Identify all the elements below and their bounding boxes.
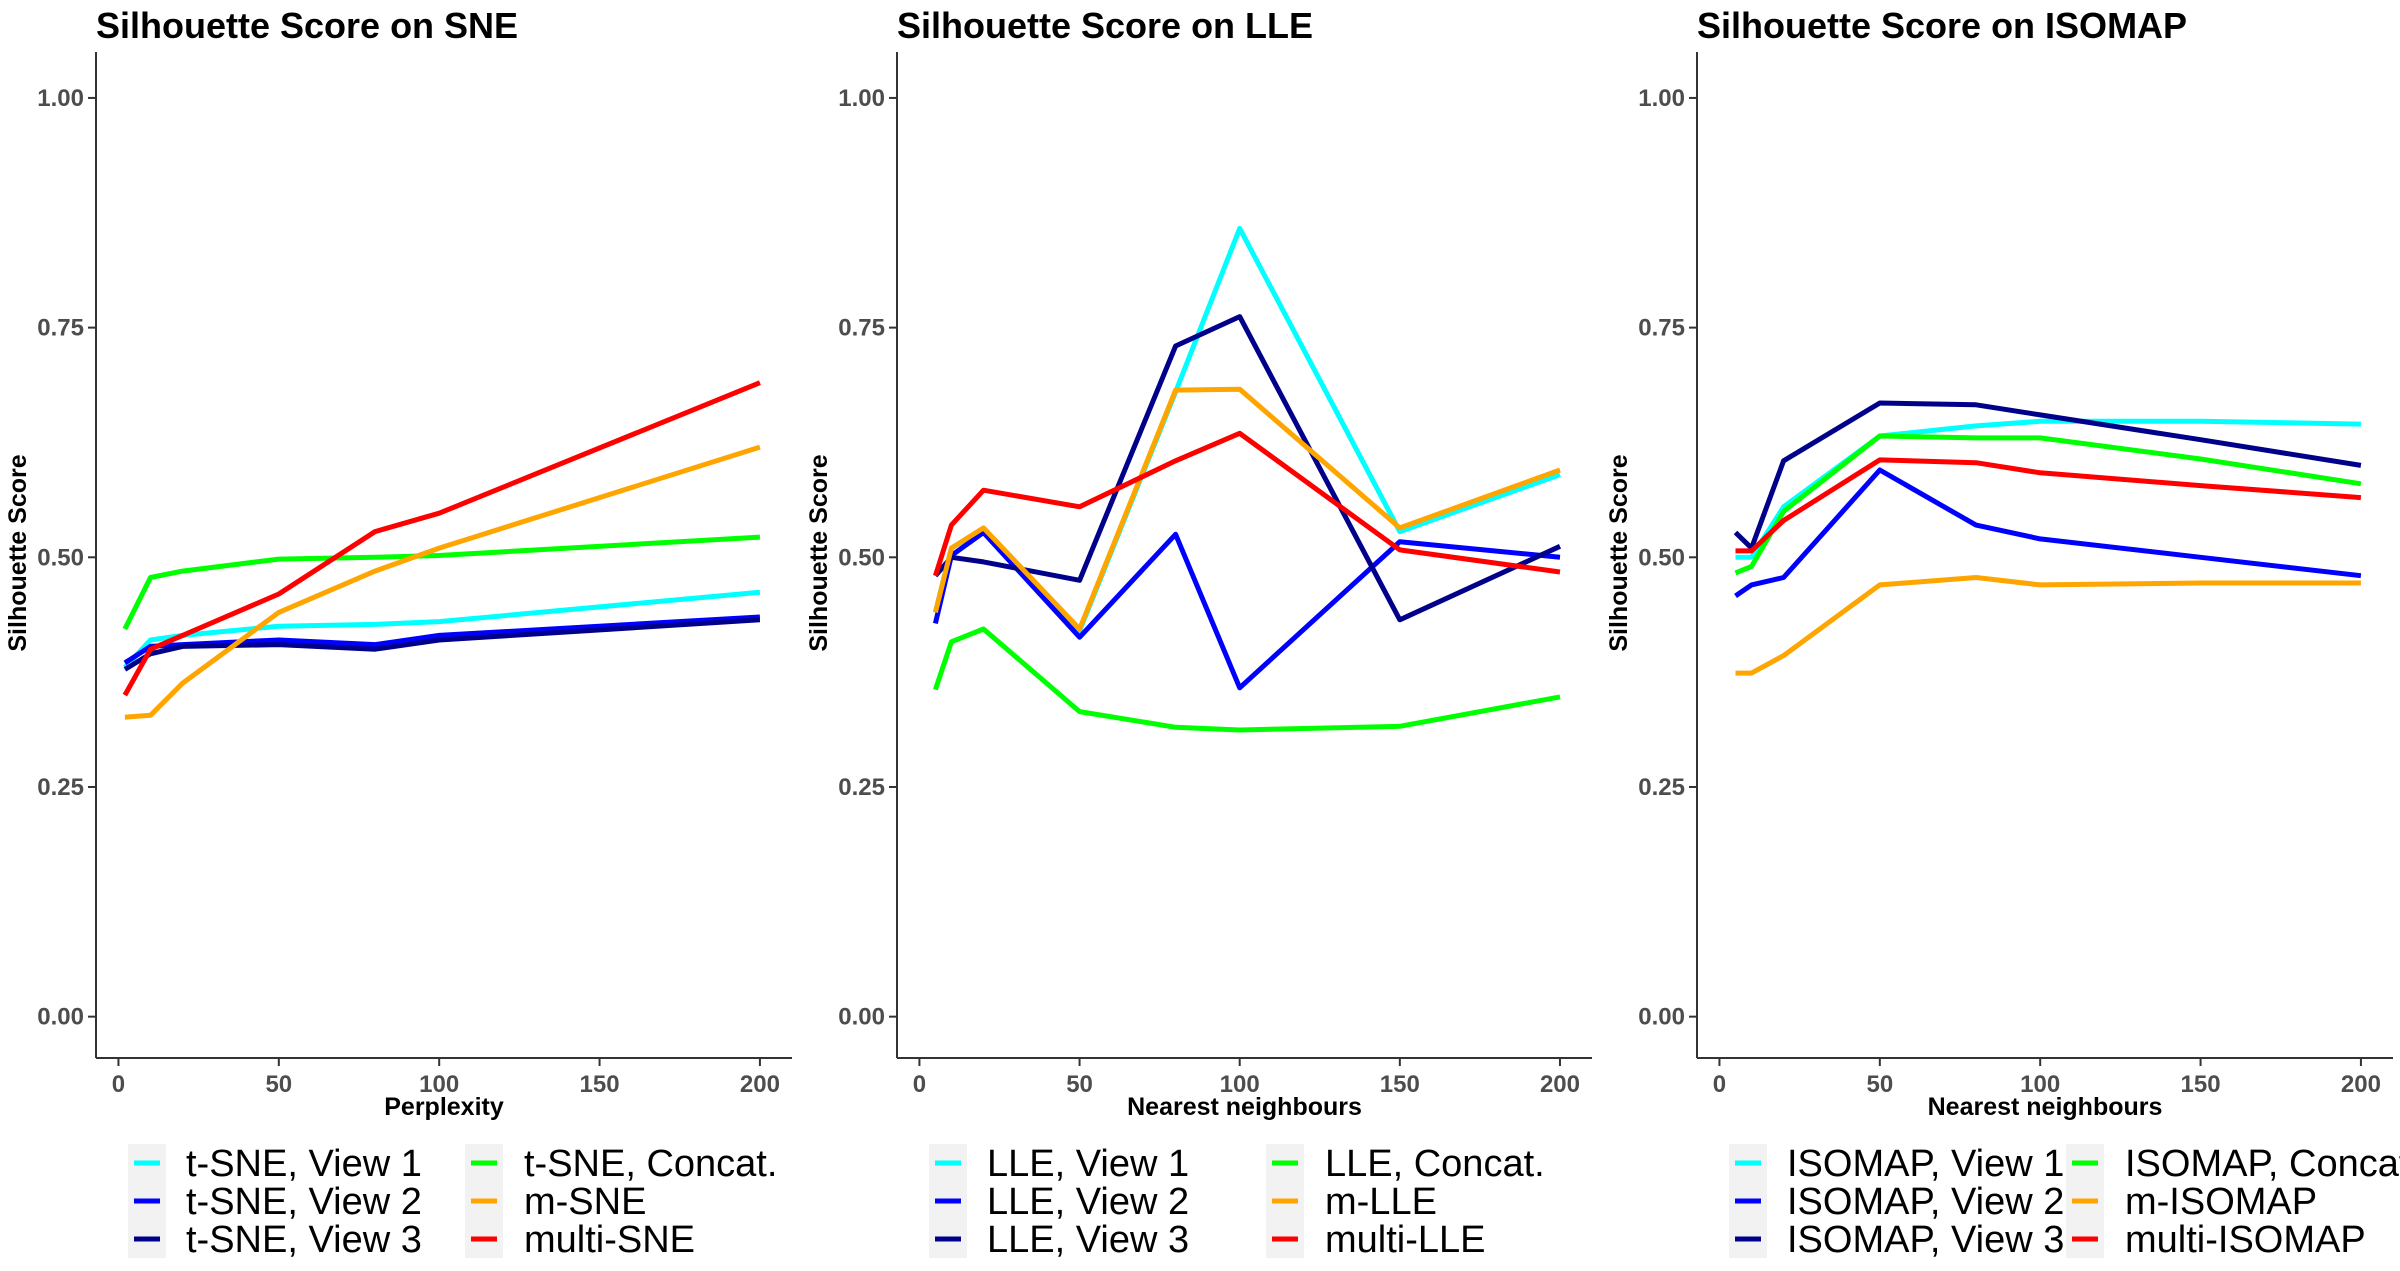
y-tick-label: 1.00 xyxy=(37,85,84,112)
y-tick-label: 0.25 xyxy=(1638,774,1685,801)
series-line-5 xyxy=(932,386,1561,632)
y-tick-label: 0.25 xyxy=(37,774,84,801)
series-line-5 xyxy=(1735,575,2361,676)
x-tick-label: 100 xyxy=(2020,1071,2060,1098)
x-axis-label: Nearest neighbours xyxy=(1928,1093,2163,1121)
y-tick-label: 0.75 xyxy=(838,315,885,342)
series-line-2 xyxy=(932,530,1561,691)
y-tick-label: 0.00 xyxy=(1638,1004,1685,1031)
legend-label: ISOMAP, View 2 xyxy=(1787,1181,2064,1223)
y-tick-label: 0.00 xyxy=(37,1004,84,1031)
y-tick-label: 0.50 xyxy=(37,544,84,571)
legend-label: multi-SNE xyxy=(524,1219,695,1261)
series-line-3 xyxy=(933,314,1562,623)
x-tick-label: 100 xyxy=(1220,1071,1260,1098)
series-line-5 xyxy=(124,444,761,720)
legend-label: m-SNE xyxy=(524,1181,646,1223)
x-axis-label: Nearest neighbours xyxy=(1127,1093,1362,1121)
y-tick-label: 0.50 xyxy=(1638,544,1685,571)
x-tick-label: 50 xyxy=(1866,1071,1893,1098)
series-line-3 xyxy=(123,617,761,672)
legend-label: ISOMAP, Concat. xyxy=(2125,1143,2400,1185)
y-axis-label: Silhouette Score xyxy=(1605,454,1633,651)
x-tick-label: 200 xyxy=(740,1071,780,1098)
y-axis-label: Silhouette Score xyxy=(805,454,833,651)
chart-title: Silhouette Score on LLE xyxy=(897,5,1313,46)
y-tick-label: 0.00 xyxy=(838,1004,885,1031)
legend-label: ISOMAP, View 1 xyxy=(1787,1143,2064,1185)
x-tick-label: 50 xyxy=(1066,1071,1093,1098)
series-line-1 xyxy=(123,589,761,670)
series-line-3 xyxy=(1733,400,2362,551)
legend-label: t-SNE, View 2 xyxy=(186,1181,422,1223)
x-tick-label: 50 xyxy=(265,1071,292,1098)
y-tick-label: 0.75 xyxy=(37,315,84,342)
x-axis-label: Perplexity xyxy=(384,1093,504,1121)
x-tick-label: 0 xyxy=(913,1071,926,1098)
y-tick-label: 0.50 xyxy=(838,544,885,571)
chart-panel-2: Silhouette Score on LLE 0.00 0.25 0.50 0.75 1… xyxy=(805,5,1592,1261)
legend-label: m-LLE xyxy=(1325,1181,1437,1223)
series-line-2 xyxy=(1734,467,2362,598)
series-line-6 xyxy=(122,380,761,697)
legend-label: t-SNE, View 3 xyxy=(186,1219,422,1261)
legend-label: t-SNE, View 1 xyxy=(186,1143,422,1185)
x-tick-label: 0 xyxy=(1713,1071,1726,1098)
legend-label: m-ISOMAP xyxy=(2125,1181,2317,1223)
series-line-6 xyxy=(1735,457,2362,554)
y-tick-label: 1.00 xyxy=(838,85,885,112)
x-tick-label: 100 xyxy=(419,1071,459,1098)
x-tick-label: 150 xyxy=(1380,1071,1420,1098)
y-axis-label: Silhouette Score xyxy=(4,454,32,651)
series-line-4 xyxy=(122,534,761,631)
y-tick-label: 0.25 xyxy=(838,774,885,801)
series-line-4 xyxy=(1734,433,2362,576)
legend-label: multi-ISOMAP xyxy=(2125,1219,2366,1261)
y-tick-label: 0.75 xyxy=(1638,315,1685,342)
x-tick-label: 200 xyxy=(1540,1071,1580,1098)
chart-title: Silhouette Score on ISOMAP xyxy=(1697,5,2187,46)
x-tick-label: 150 xyxy=(580,1071,620,1098)
legend-label: multi-LLE xyxy=(1325,1219,1486,1261)
legend-label: LLE, View 3 xyxy=(987,1219,1189,1261)
chart-title: Silhouette Score on SNE xyxy=(96,5,518,46)
legend-label: ISOMAP, View 3 xyxy=(1787,1219,2064,1261)
legend-label: LLE, View 2 xyxy=(987,1181,1189,1223)
x-tick-label: 0 xyxy=(112,1071,125,1098)
legend-label: LLE, View 1 xyxy=(987,1143,1189,1185)
legend-label: t-SNE, Concat. xyxy=(524,1143,777,1185)
chart-panel-3: Silhouette Score on ISOMAP 0.00 0.25 0.50 0.… xyxy=(1605,5,2400,1261)
chart-panel-1: Silhouette Score on SNE 0.00 0.25 0.50 0.75 1… xyxy=(4,5,792,1261)
x-tick-label: 200 xyxy=(2341,1071,2381,1098)
legend-label: LLE, Concat. xyxy=(1325,1143,1545,1185)
series-line-4 xyxy=(933,626,1561,733)
series-line-6 xyxy=(933,430,1561,577)
series-line-2 xyxy=(123,614,761,666)
y-tick-label: 1.00 xyxy=(1638,85,1685,112)
x-tick-label: 150 xyxy=(2181,1071,2221,1098)
